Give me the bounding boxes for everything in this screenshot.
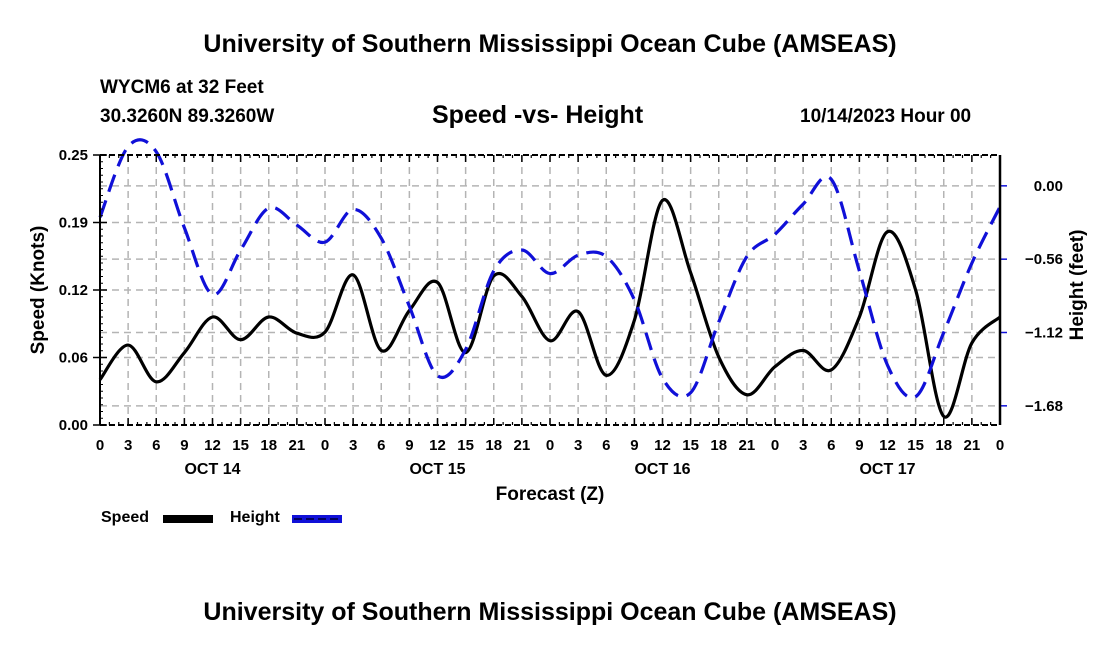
x-tick-label: 12 — [204, 437, 221, 454]
x-tick-label: 0 — [96, 437, 104, 454]
x-tick-label: 18 — [260, 437, 277, 454]
x-tick-label: 0 — [321, 437, 329, 454]
day-label: OCT 14 — [184, 461, 240, 478]
day-label: OCT 15 — [409, 461, 465, 478]
series-layer — [98, 138, 1002, 419]
y2-axis-label: Height (feet) — [1067, 230, 1088, 341]
x-tick-label: 9 — [855, 437, 863, 454]
x-tick-label: 9 — [630, 437, 638, 454]
x-tick-label: 15 — [682, 437, 699, 454]
x-tick-label: 15 — [457, 437, 474, 454]
y-tick-label: 0.12 — [59, 282, 88, 299]
grid — [100, 155, 1000, 425]
x-tick-label: 3 — [124, 437, 132, 454]
day-label: OCT 17 — [859, 461, 915, 478]
x-tick-label: 6 — [152, 437, 160, 454]
x-tick-label: 6 — [602, 437, 610, 454]
x-tick-label: 21 — [514, 437, 531, 454]
footer-title: University of Southern Mississippi Ocean… — [203, 598, 897, 626]
forecast-datetime: 10/14/2023 Hour 00 — [800, 106, 972, 127]
y-tick-label: 0.00 — [59, 417, 88, 434]
x-tick-label: 6 — [827, 437, 835, 454]
x-tick-label: 15 — [907, 437, 924, 454]
x-tick-label: 0 — [996, 437, 1004, 454]
axes: 0 3 6 9 12 15 18 21 0 3 6 9 12 15 18 21 0 3 6 9 12 15 18 21 0 3 6 9… — [59, 147, 1063, 478]
x-tick-label: 0 — [771, 437, 779, 454]
x-tick-label: 12 — [879, 437, 896, 454]
y-axis-label: Speed (Knots) — [28, 226, 49, 355]
y2-tick-label: −0.56 — [1025, 251, 1063, 268]
x-tick-label: 15 — [232, 437, 249, 454]
x-tick-label: 3 — [799, 437, 807, 454]
y2-tick-label: 0.00 — [1034, 178, 1063, 195]
coordinates-label: 30.3260N 89.3260W — [100, 106, 275, 127]
x-tick-label: 6 — [377, 437, 385, 454]
x-tick-label: 3 — [574, 437, 582, 454]
legend-height-label: Height — [230, 509, 280, 526]
x-tick-label: 21 — [739, 437, 756, 454]
series-line-height — [98, 138, 1002, 400]
legend-height-swatch — [292, 515, 342, 523]
y-tick-label: 0.25 — [59, 147, 88, 164]
station-label: WYCM6 at 32 Feet — [100, 77, 264, 98]
y-tick-label: 0.19 — [59, 215, 88, 232]
main-title: University of Southern Mississippi Ocean… — [203, 30, 897, 58]
series-line-speed — [98, 198, 1002, 419]
x-tick-label: 18 — [485, 437, 502, 454]
x-axis-label: Forecast (Z) — [496, 484, 605, 505]
legend-speed-label: Speed — [101, 509, 150, 526]
y2-tick-label: −1.68 — [1025, 398, 1063, 415]
x-tick-label: 18 — [710, 437, 727, 454]
y-tick-label: 0.06 — [59, 350, 88, 367]
x-tick-label: 12 — [654, 437, 671, 454]
chart-title: Speed -vs- Height — [432, 101, 644, 129]
y2-tick-label: −1.12 — [1025, 324, 1063, 341]
x-tick-label: 21 — [289, 437, 306, 454]
x-tick-label: 21 — [964, 437, 981, 454]
x-tick-label: 9 — [405, 437, 413, 454]
legend-speed-swatch — [163, 515, 213, 523]
x-tick-label: 0 — [546, 437, 554, 454]
x-tick-label: 12 — [429, 437, 446, 454]
day-label: OCT 16 — [634, 461, 690, 478]
x-tick-label: 3 — [349, 437, 357, 454]
x-tick-label: 18 — [935, 437, 952, 454]
x-tick-label: 9 — [180, 437, 188, 454]
